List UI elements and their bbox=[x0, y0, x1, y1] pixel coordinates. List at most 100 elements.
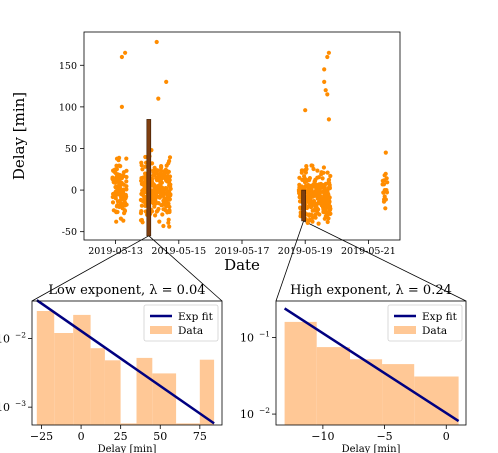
y-tick-label: 100 bbox=[59, 102, 77, 113]
y-tick-label: 10 bbox=[0, 332, 10, 345]
histogram-bar bbox=[73, 314, 91, 425]
delay-point bbox=[322, 210, 327, 215]
delay-point bbox=[118, 216, 123, 221]
x-tick-label: −5 bbox=[376, 430, 392, 443]
legend-data-swatch bbox=[394, 326, 416, 334]
delay-point bbox=[385, 180, 390, 185]
delay-point bbox=[165, 195, 170, 201]
delay-point bbox=[119, 54, 124, 60]
y-tick-label: 10 bbox=[240, 408, 254, 421]
delay-point bbox=[311, 166, 316, 172]
delay-point bbox=[304, 167, 309, 172]
low-exponent-title: Low exponent, λ = 0.04 bbox=[48, 283, 205, 298]
delay-point bbox=[323, 205, 328, 210]
delay-point bbox=[322, 186, 327, 192]
x-tick-label: 2019-05-15 bbox=[151, 246, 206, 257]
x-axis-ticks: 2019-05-13 2019-05-15 2019-05-17 2019-05-19… bbox=[88, 240, 396, 257]
high-exponent-x-label: Delay [min] bbox=[342, 444, 401, 453]
y-tick-exponent: −1 bbox=[259, 330, 270, 339]
delay-point bbox=[325, 219, 330, 225]
delay-point bbox=[304, 183, 309, 188]
highlight-windows bbox=[146, 119, 306, 237]
delay-point bbox=[124, 184, 129, 189]
delay-point bbox=[300, 168, 305, 173]
delay-point bbox=[302, 174, 307, 179]
delay-point bbox=[164, 79, 169, 84]
delay-point bbox=[312, 201, 317, 206]
delay-point bbox=[321, 190, 326, 195]
legend-data-label: Data bbox=[422, 325, 447, 337]
high-exponent-x-ticks: −10 −5 0 bbox=[311, 425, 450, 443]
y-tick-label: 10 bbox=[240, 332, 254, 345]
delay-point bbox=[119, 181, 124, 186]
delay-point bbox=[166, 220, 171, 225]
delay-point bbox=[325, 92, 330, 97]
delay-point bbox=[117, 155, 122, 160]
delay-point bbox=[303, 108, 308, 113]
x-tick-label: 2019-05-21 bbox=[341, 246, 396, 257]
delay-point bbox=[307, 178, 312, 183]
histogram-bar bbox=[90, 348, 105, 425]
delay-point bbox=[316, 175, 321, 180]
delay-scatter-chart: 2019-05-13 2019-05-15 2019-05-17 2019-05-19… bbox=[10, 31, 401, 274]
delay-point bbox=[139, 181, 144, 187]
delay-point bbox=[168, 186, 173, 191]
delay-point bbox=[166, 217, 171, 222]
delay-point bbox=[154, 168, 159, 173]
delay-point bbox=[327, 184, 332, 189]
delay-point bbox=[382, 194, 387, 199]
low-exponent-legend: Exp fit Data bbox=[143, 304, 219, 342]
delay-point bbox=[160, 212, 165, 217]
delay-point bbox=[164, 163, 169, 168]
delay-point bbox=[157, 171, 163, 176]
delay-point bbox=[120, 189, 125, 194]
delay-point bbox=[143, 154, 148, 160]
delay-point bbox=[298, 205, 303, 210]
delay-point bbox=[151, 173, 156, 178]
histogram-bar bbox=[104, 360, 121, 425]
delay-point bbox=[320, 182, 325, 188]
delay-point bbox=[325, 54, 330, 60]
delay-point bbox=[328, 173, 333, 179]
delay-point bbox=[139, 178, 144, 183]
x-axis-label: Date bbox=[224, 256, 260, 274]
delay-point bbox=[124, 179, 129, 184]
delay-point bbox=[381, 199, 387, 204]
delay-point bbox=[384, 176, 389, 181]
delay-point bbox=[297, 175, 302, 180]
delay-point bbox=[124, 202, 129, 207]
low-exponent-frame bbox=[31, 300, 223, 426]
x-tick-label: 0 bbox=[78, 430, 85, 443]
legend-fit-label: Exp fit bbox=[422, 311, 458, 323]
delay-point bbox=[117, 163, 122, 168]
legend-fit-label: Exp fit bbox=[178, 311, 214, 323]
legend-data-swatch bbox=[150, 326, 172, 334]
delay-point bbox=[151, 197, 156, 202]
delay-point bbox=[119, 176, 124, 181]
delay-point bbox=[143, 164, 148, 169]
high-exponent-legend: Exp fit Data bbox=[387, 304, 463, 342]
delay-point bbox=[309, 212, 314, 217]
low-exponent-x-ticks: −25 0 25 50 75 bbox=[30, 425, 207, 443]
delay-point bbox=[326, 216, 331, 221]
delay-point bbox=[160, 188, 165, 193]
x-tick-label: −10 bbox=[311, 430, 334, 443]
delay-point bbox=[161, 223, 166, 229]
delay-point bbox=[139, 191, 144, 197]
delay-point bbox=[112, 168, 118, 173]
delay-point bbox=[154, 209, 159, 214]
y-tick-label: 10 bbox=[0, 401, 10, 414]
delay-point bbox=[306, 187, 311, 192]
delay-point bbox=[157, 219, 162, 224]
delay-point bbox=[123, 50, 128, 55]
delay-point bbox=[167, 159, 172, 164]
delay-point bbox=[328, 206, 333, 211]
delay-point bbox=[310, 194, 316, 199]
scatter-plot-frame bbox=[83, 31, 401, 241]
delay-point bbox=[322, 79, 327, 84]
y-tick-exponent: −2 bbox=[15, 330, 26, 339]
high-exponent-fit-line bbox=[283, 307, 460, 423]
delay-point bbox=[159, 180, 164, 185]
delay-point bbox=[317, 191, 322, 196]
delay-point bbox=[316, 221, 321, 226]
